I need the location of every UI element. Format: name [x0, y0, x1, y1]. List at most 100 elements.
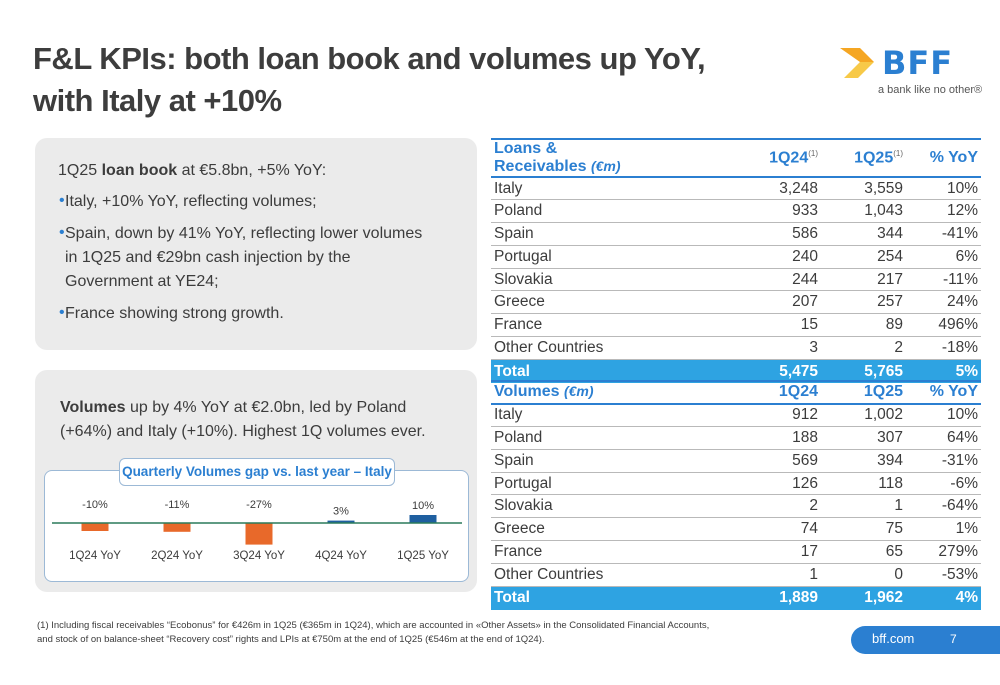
value-cell: 24%: [906, 290, 981, 315]
table-row: Other Countries 1 0 -53%: [491, 563, 981, 587]
table-row: Spain 569 394 -31%: [491, 449, 981, 473]
page-number: 7: [950, 632, 957, 646]
value-cell: 207: [651, 290, 821, 315]
value-cell: 0: [821, 563, 906, 587]
table-row: Greece 207 257 24%: [491, 290, 981, 315]
value-cell: 1,002: [821, 403, 906, 428]
value-cell: 217: [821, 268, 906, 292]
total-row: Total 5,475 5,765 5%: [491, 359, 981, 384]
loan-book-headline: 1Q25 loan book at €5.8bn, +5% YoY:: [58, 162, 327, 179]
value-cell: 75: [821, 517, 906, 542]
bullet-spain-2: in 1Q25 and €29bn cash injection by the: [65, 249, 351, 266]
category-label: 4Q24 YoY: [315, 550, 367, 562]
value-cell: 10%: [906, 177, 981, 201]
header-1q24: 1Q24(1): [651, 138, 821, 178]
chart-bar: [81, 523, 109, 531]
total-row: Total 1,889 1,962 4%: [491, 586, 981, 611]
country-cell: Portugal: [491, 472, 651, 496]
country-cell: France: [491, 540, 651, 564]
value-cell: 1: [651, 563, 821, 587]
value-cell: -11%: [906, 268, 981, 292]
value-cell: 279%: [906, 540, 981, 564]
value-cell: 3,559: [821, 177, 906, 201]
header-yoy: % YoY: [906, 138, 981, 178]
table-row: Greece 74 75 1%: [491, 517, 981, 542]
country-cell: Other Countries: [491, 563, 651, 587]
title-line-1: F&L KPIs: both loan book and volumes up …: [33, 41, 706, 76]
table-row: Portugal 126 118 -6%: [491, 472, 981, 496]
table-row: France 17 65 279%: [491, 540, 981, 564]
table-header: Volumes (€m) 1Q24 1Q25 % YoY: [491, 380, 981, 405]
loan-book-summary-box: 1Q25 loan book at €5.8bn, +5% YoY: • Ita…: [35, 138, 477, 350]
category-label: 1Q25 YoY: [397, 550, 449, 562]
volumes-table: Volumes (€m) 1Q24 1Q25 % YoY Italy 912 1,0…: [491, 380, 981, 611]
value-cell: 3,248: [651, 177, 821, 201]
value-cell: 1%: [906, 517, 981, 542]
table-row: Portugal 240 254 6%: [491, 245, 981, 269]
header-1q25: 1Q25: [821, 380, 906, 405]
table-row: Italy 3,248 3,559 10%: [491, 177, 981, 201]
bar-value-label: 3%: [333, 506, 349, 518]
logo-wordmark: BFF: [882, 44, 954, 82]
value-cell: 3: [651, 336, 821, 360]
footer-link[interactable]: bff.com: [872, 631, 915, 646]
value-cell: 586: [651, 222, 821, 246]
quarterly-volumes-chart: -10% 1Q24 YoY -11% 2Q24 YoY -27% 3Q24 YoY 3% 4Q…: [52, 499, 462, 562]
country-cell: France: [491, 313, 651, 338]
value-cell: 244: [651, 268, 821, 292]
volumes-text: Volumes up by 4% YoY at €2.0bn, led by P…: [60, 399, 426, 440]
table-row: Italy 912 1,002 10%: [491, 403, 981, 428]
value-cell: 254: [821, 245, 906, 269]
category-label: 2Q24 YoY: [151, 550, 203, 562]
bullet-icon: •: [59, 224, 65, 241]
header-label: Volumes (€m): [491, 380, 651, 405]
country-cell: Greece: [491, 290, 651, 315]
footer-bar: [851, 626, 1000, 654]
value-cell: 64%: [906, 426, 981, 450]
value-cell: 240: [651, 245, 821, 269]
country-cell: Slovakia: [491, 268, 651, 292]
value-cell: 17: [651, 540, 821, 564]
value-cell: 933: [651, 199, 821, 224]
country-cell: Italy: [491, 403, 651, 428]
value-cell: 74: [651, 517, 821, 542]
header-1q24: 1Q24: [651, 380, 821, 405]
value-cell: -53%: [906, 563, 981, 587]
country-cell: Portugal: [491, 245, 651, 269]
chart-title: Quarterly Volumes gap vs. last year – It…: [119, 458, 395, 486]
value-cell: 126: [651, 472, 821, 496]
country-cell: Other Countries: [491, 336, 651, 360]
title-line-2: with Italy at +10%: [33, 83, 282, 118]
value-cell: 344: [821, 222, 906, 246]
table-row: Poland 188 307 64%: [491, 426, 981, 450]
value-cell: 394: [821, 449, 906, 473]
value-cell: 496%: [906, 313, 981, 338]
chart-bar: [409, 515, 437, 523]
value-cell: -6%: [906, 472, 981, 496]
chart-bar: [163, 523, 191, 532]
table-header: Loans & Receivables (€m) 1Q24(1) 1Q25(1)…: [491, 138, 981, 178]
value-cell: -41%: [906, 222, 981, 246]
table-row: Spain 586 344 -41%: [491, 222, 981, 246]
value-cell: 15: [651, 313, 821, 338]
value-cell: 118: [821, 472, 906, 496]
loans-receivables-table: Loans & Receivables (€m) 1Q24(1) 1Q25(1)…: [491, 138, 981, 384]
country-cell: Poland: [491, 199, 651, 224]
bullet-france: France showing strong growth.: [65, 305, 284, 322]
bullet-icon: •: [59, 192, 65, 209]
value-cell: -64%: [906, 494, 981, 519]
chart-bar: [245, 523, 273, 545]
country-cell: Italy: [491, 177, 651, 201]
logo-tagline: a bank like no other®: [878, 84, 983, 96]
bullet-spain-1: Spain, down by 41% YoY, reflecting lower…: [65, 225, 423, 242]
chart-bar: [327, 520, 355, 523]
country-cell: Spain: [491, 449, 651, 473]
header-label: Loans & Receivables (€m): [491, 138, 651, 178]
value-cell: 307: [821, 426, 906, 450]
country-cell: Poland: [491, 426, 651, 450]
value-cell: 65: [821, 540, 906, 564]
value-cell: 1,043: [821, 199, 906, 224]
value-cell: 257: [821, 290, 906, 315]
table-row: Slovakia 2 1 -64%: [491, 494, 981, 519]
bar-value-label: -11%: [165, 499, 190, 511]
